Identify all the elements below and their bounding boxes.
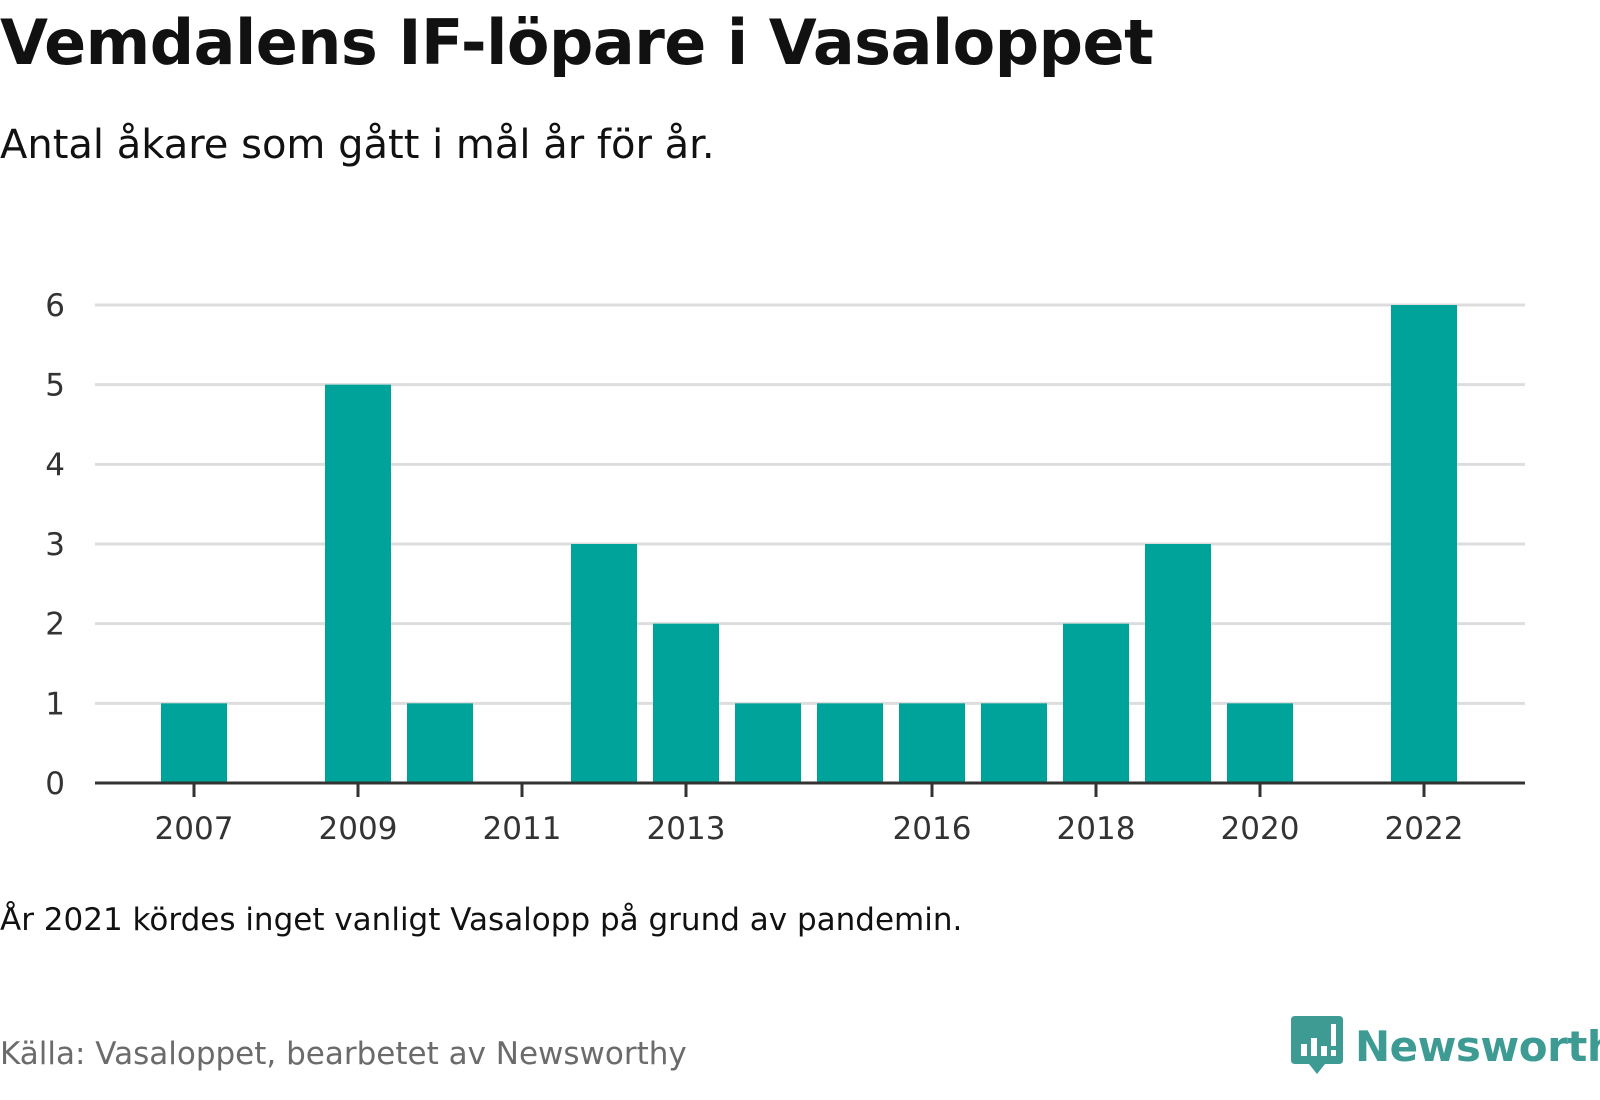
bar-2019: [1145, 544, 1211, 783]
x-tick-label: 2009: [319, 811, 398, 847]
axes: 0 1 2 3 4 5 6 2007 2009 2011 2013 2016 2018 2020 2022: [45, 288, 1525, 847]
y-tick-label: 0: [45, 766, 65, 802]
bar-chart-speech-bubble-icon: [1291, 1016, 1343, 1074]
bars: [161, 305, 1457, 783]
chart-title: Vemdalens IF-löpare i Vasaloppet: [0, 6, 1154, 79]
bar-2014: [735, 703, 801, 783]
x-tick-label: 2016: [893, 811, 972, 847]
source-text: Källa: Vasaloppet, bearbetet av Newswort…: [0, 1036, 687, 1072]
footnote: År 2021 kördes inget vanligt Vasalopp på…: [0, 902, 963, 938]
x-tick-label: 2011: [483, 811, 562, 847]
bar-2017: [981, 703, 1047, 783]
bar-2022: [1391, 305, 1457, 783]
bar-2015: [817, 703, 883, 783]
y-tick-label: 5: [45, 368, 65, 404]
x-tick-label: 2007: [155, 811, 234, 847]
y-tick-label: 3: [45, 527, 65, 563]
y-tick-label: 4: [45, 447, 65, 483]
bar-2020: [1227, 703, 1293, 783]
bar-2009: [325, 384, 391, 783]
bar-2010: [407, 703, 473, 783]
y-tick-label: 2: [45, 607, 65, 643]
bar-2016: [899, 703, 965, 783]
bar-2012: [571, 544, 637, 783]
bar-2018: [1063, 623, 1129, 783]
x-tick-label: 2020: [1221, 811, 1300, 847]
brand-logo: Newsworthy: [1291, 1016, 1600, 1076]
x-tick-label: 2018: [1057, 811, 1136, 847]
grid-lines: [95, 303, 1525, 705]
x-tick-label: 2013: [647, 811, 726, 847]
y-tick-label: 1: [45, 686, 65, 722]
chart-subtitle: Antal åkare som gått i mål år för år.: [0, 122, 715, 168]
bar-chart: 0 1 2 3 4 5 6 2007 2009 2011 2013 2016 2018 2020 2022: [45, 288, 1525, 847]
y-tick-label: 6: [45, 288, 65, 324]
bar-2013: [653, 623, 719, 783]
brand-name: Newsworthy: [1355, 1021, 1600, 1071]
bar-2007: [161, 703, 227, 783]
x-tick-label: 2022: [1385, 811, 1464, 847]
